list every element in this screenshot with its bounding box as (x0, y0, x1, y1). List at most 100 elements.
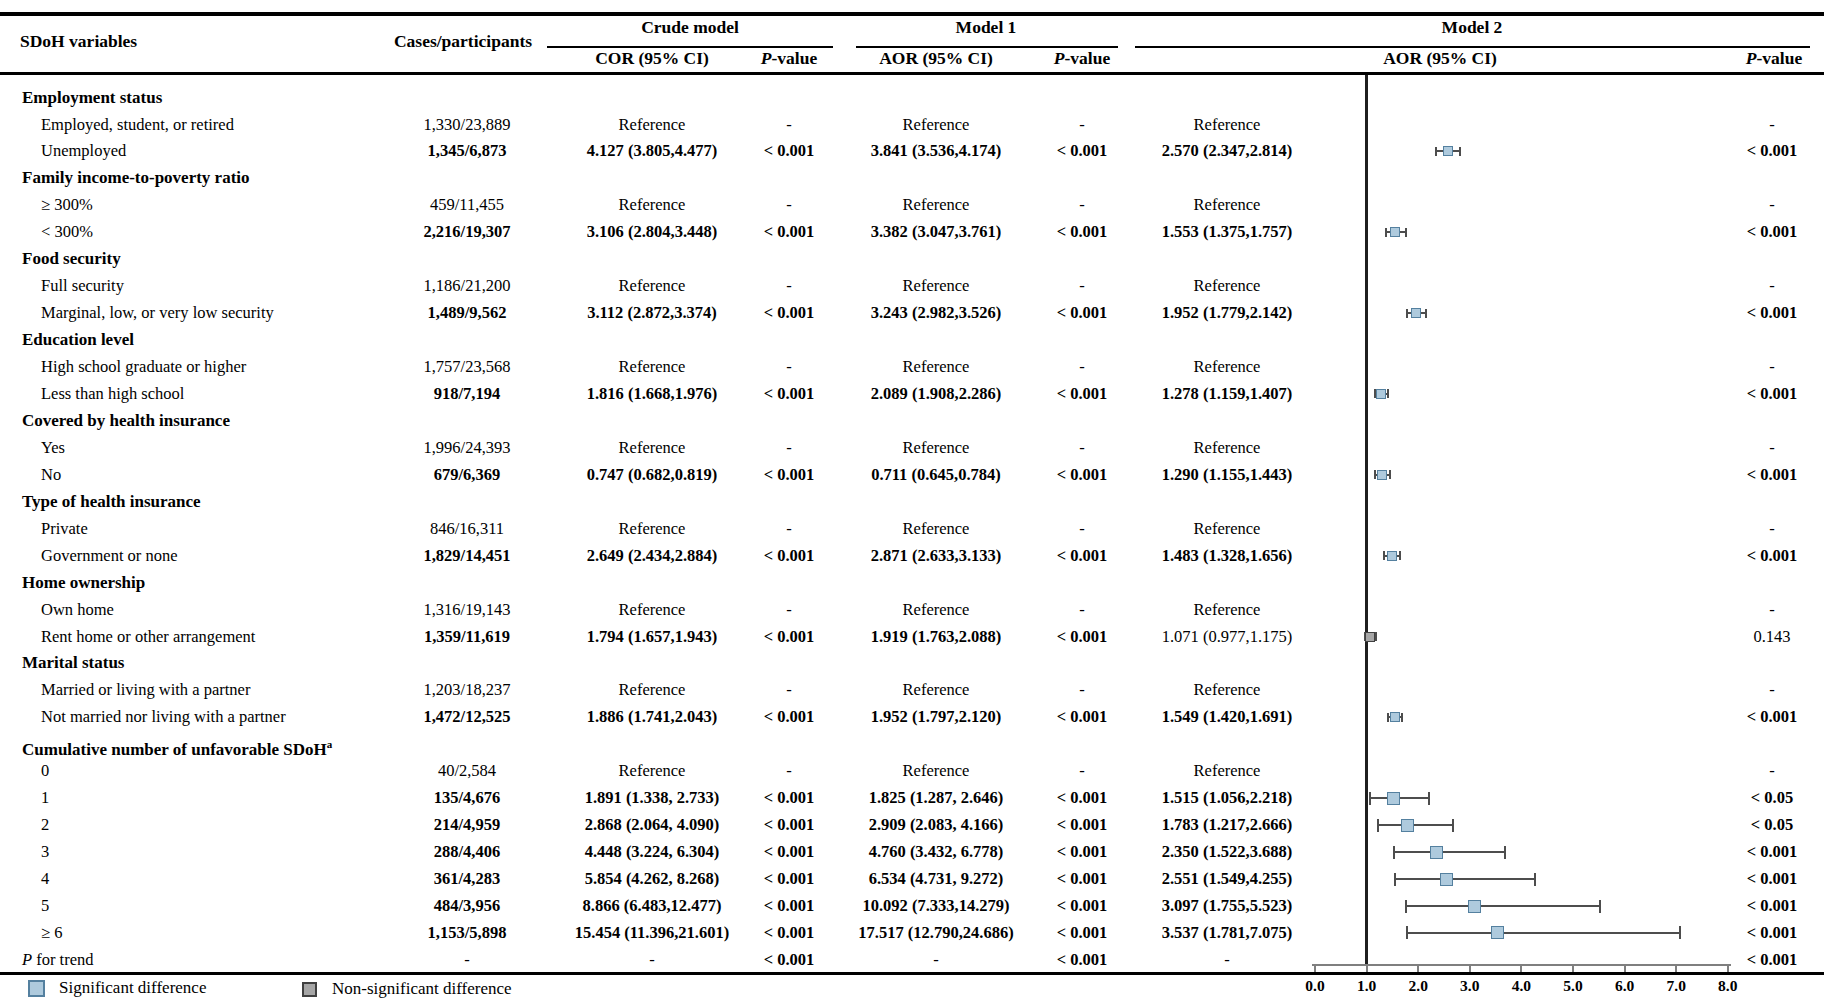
cell-p2: < 0.001 (1057, 839, 1108, 865)
cell-aor2: 1.278 (1.159,1.407) (1162, 381, 1293, 407)
forest-marker (1468, 900, 1481, 913)
cell-p3: < 0.001 (1747, 138, 1798, 164)
forest-marker (1440, 873, 1453, 886)
cell-p1: - (786, 112, 792, 138)
cell-p1: - (786, 677, 792, 703)
cell-p2: < 0.001 (1057, 920, 1108, 946)
cell-aor1: Reference (903, 354, 970, 380)
cell-cor: 2.868 (2.064, 4.090) (585, 812, 720, 838)
cell-p3: - (1769, 112, 1775, 138)
cell-cases: 1,996/24,393 (423, 435, 510, 461)
ci-cap-high (1401, 713, 1403, 722)
ci-cap-low (1383, 551, 1385, 560)
non-significant-swatch-icon (302, 982, 317, 997)
top-rule (0, 12, 1824, 16)
forest-marker (1401, 819, 1414, 832)
row-label: Marginal, low, or very low security (41, 300, 274, 326)
cell-p3: - (1769, 758, 1775, 784)
forest-marker (1390, 712, 1400, 722)
cell-p1: < 0.001 (764, 624, 815, 650)
cell-p2: < 0.001 (1057, 785, 1108, 811)
cell-cor: 4.127 (3.805,4.477) (587, 138, 718, 164)
x-axis-tick-label: 5.0 (1563, 977, 1582, 995)
row-group-label: Type of health insurance (22, 489, 201, 515)
cell-aor2: 1.071 (0.977,1.175) (1162, 624, 1293, 650)
x-axis-tick-label: 1.0 (1357, 977, 1376, 995)
cell-cor: Reference (619, 435, 686, 461)
cell-p3: - (1769, 516, 1775, 542)
row-label: Less than high school (41, 381, 184, 407)
cell-cor: Reference (619, 597, 686, 623)
cell-aor2: Reference (1194, 435, 1261, 461)
cell-p2: - (1079, 758, 1085, 784)
cell-cases: 1,345/6,873 (428, 138, 507, 164)
cell-p1: < 0.001 (764, 785, 815, 811)
cell-cases: 214/4,959 (434, 812, 500, 838)
cell-cor: 0.747 (0.682,0.819) (587, 462, 718, 488)
cell-p3: < 0.001 (1747, 543, 1798, 569)
cell-p1: - (786, 192, 792, 218)
cell-p3: < 0.001 (1747, 381, 1798, 407)
row-group-label: Education level (22, 327, 134, 353)
column-header-model-1: Model 1 (956, 17, 1017, 38)
cell-aor2: Reference (1194, 354, 1261, 380)
row-label: Yes (41, 435, 65, 461)
cell-cases: 846/16,311 (430, 516, 504, 542)
row-label: P for trend (22, 947, 94, 973)
ci-cap-high (1459, 147, 1461, 156)
ci-whisker (1406, 905, 1600, 907)
cell-aor2: Reference (1194, 273, 1261, 299)
cell-p1: < 0.001 (764, 812, 815, 838)
cell-p1: < 0.001 (764, 138, 815, 164)
forest-marker (1443, 146, 1453, 156)
ci-cap-high (1679, 926, 1681, 939)
cell-cases: 1,472/12,525 (423, 704, 510, 730)
cell-cor: 3.106 (2.804,3.448) (587, 219, 718, 245)
cell-aor1: 10.092 (7.333,14.279) (862, 893, 1009, 919)
cell-cor: 2.649 (2.434,2.884) (587, 543, 718, 569)
cell-cor: - (649, 947, 655, 973)
ci-cap-low (1377, 819, 1379, 832)
cell-aor2: Reference (1194, 677, 1261, 703)
cell-aor2: Reference (1194, 597, 1261, 623)
row-label: Rent home or other arrangement (41, 624, 255, 650)
cell-cases: 459/11,455 (430, 192, 504, 218)
cell-p1: - (786, 597, 792, 623)
ci-cap-high (1452, 819, 1454, 832)
cell-p2: - (1079, 516, 1085, 542)
cell-p1: - (786, 273, 792, 299)
cell-cor: Reference (619, 192, 686, 218)
legend-non-significant-label: Non-significant difference (332, 980, 512, 998)
column-header-pvalue-model2: P-value (1746, 48, 1802, 69)
cell-p3: < 0.001 (1747, 920, 1798, 946)
row-label: 4 (41, 866, 49, 892)
forest-marker (1411, 308, 1421, 318)
row-label: Unemployed (41, 138, 126, 164)
cell-p3: < 0.05 (1751, 785, 1793, 811)
row-group-label: Food security (22, 246, 121, 272)
cell-p2: < 0.001 (1057, 543, 1108, 569)
row-label: ≥ 6 (41, 920, 62, 946)
cell-aor1: Reference (903, 516, 970, 542)
cell-cases: 1,330/23,889 (423, 112, 510, 138)
forest-marker (1387, 792, 1400, 805)
column-header-cor: COR (95% CI) (595, 48, 709, 69)
x-axis-tick (1417, 964, 1419, 972)
column-header-sdoh-variables: SDoH variables (20, 31, 137, 52)
cell-aor1: 4.760 (3.432, 6.778) (869, 839, 1004, 865)
row-label: Own home (41, 597, 114, 623)
cell-p2: < 0.001 (1057, 812, 1108, 838)
cell-aor2: 1.483 (1.328,1.656) (1162, 543, 1293, 569)
x-axis-tick (1469, 964, 1471, 972)
row-label: Government or none (41, 543, 178, 569)
row-label: No (41, 462, 61, 488)
cell-p2: - (1079, 435, 1085, 461)
column-header-pvalue-model1: P-value (1054, 48, 1110, 69)
row-label: 3 (41, 839, 49, 865)
cell-aor1: Reference (903, 192, 970, 218)
cell-aor1: Reference (903, 597, 970, 623)
ci-cap-low (1393, 846, 1395, 859)
cell-p1: - (786, 516, 792, 542)
ci-cap-high (1387, 389, 1389, 398)
cell-cases: 2,216/19,307 (423, 219, 510, 245)
